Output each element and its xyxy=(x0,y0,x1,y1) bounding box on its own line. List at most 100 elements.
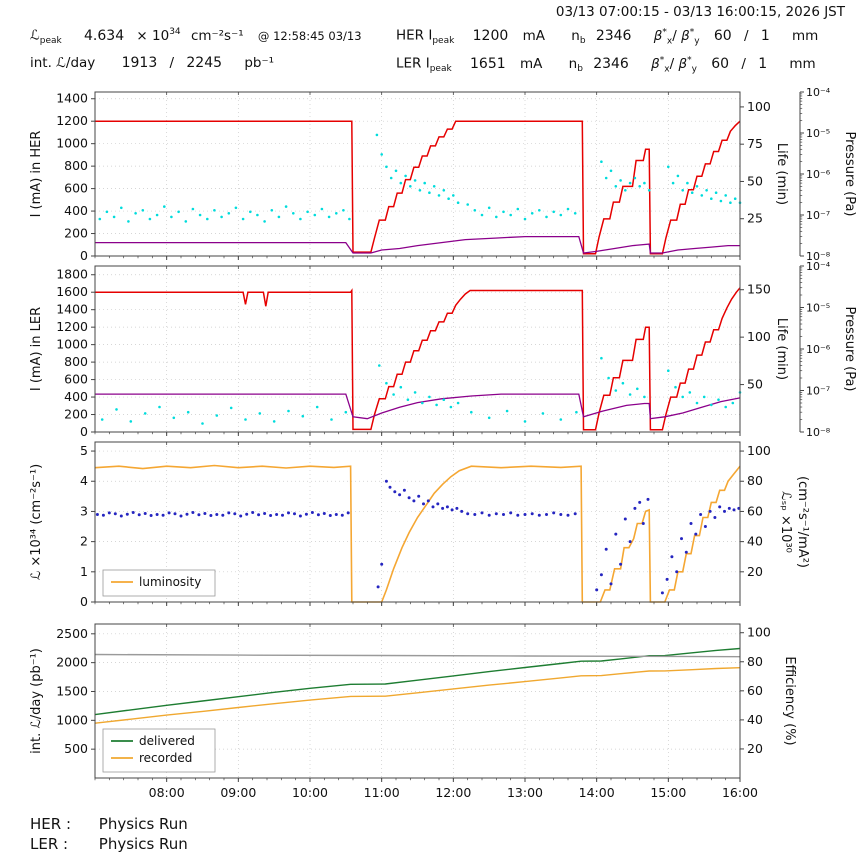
y2-axis-label: ℒₛₚ ×10³⁰ xyxy=(778,491,793,553)
her-beta-unit: mm xyxy=(792,27,819,44)
y2-tick-label: 40 xyxy=(747,712,763,727)
lpeak-timestamp: @ 12:58:45 03/13 xyxy=(257,28,362,43)
series-ler-current xyxy=(95,287,741,431)
intlum-row: int. ℒ/day 1913 / 2245 pb⁻¹ xyxy=(30,55,274,71)
y2-axis-label: Efficiency (%) xyxy=(782,656,797,745)
x-tick-label: 09:00 xyxy=(220,785,256,800)
pressure-tick-label: 10⁻⁸ xyxy=(806,250,831,263)
y2-tick-label: 150 xyxy=(747,282,771,297)
y-tick-label: 1000 xyxy=(56,337,88,352)
x-tick-label: 14:00 xyxy=(579,785,615,800)
y2-tick-label: 100 xyxy=(747,329,771,344)
ler-beta-label: β*x/ β*y xyxy=(651,55,697,75)
ler-run-label: LER : xyxy=(30,835,69,853)
pressure-tick-label: 10⁻⁷ xyxy=(806,209,830,222)
series-her-current xyxy=(95,120,741,255)
legend-label: delivered xyxy=(139,734,195,748)
y2-tick-label: 75 xyxy=(747,136,763,151)
y-tick-label: 0 xyxy=(80,424,88,439)
x-tick-label: 08:00 xyxy=(149,785,185,800)
lpeak-factor: × 10 xyxy=(136,27,170,44)
x-tick-label: 13:00 xyxy=(507,785,543,800)
y-tick-label: 800 xyxy=(64,354,88,369)
lpeak-value: 4.634 xyxy=(84,27,125,44)
y2-tick-label: 100 xyxy=(747,443,771,458)
intlum-total: 2245 xyxy=(186,55,223,71)
y-axis-label: I (mA) in LER xyxy=(29,307,44,391)
pressure-tick-label: 10⁻⁵ xyxy=(806,127,830,140)
her-ipeak-label: HER I xyxy=(396,27,433,44)
y-tick-label: 1000 xyxy=(56,136,88,151)
ler-nb-label: n xyxy=(568,55,578,72)
series-her-pressure xyxy=(98,133,742,223)
lpeak-row: ℒpeak 4.634 × 1034 cm⁻²s⁻¹ @ 12:58:45 03… xyxy=(30,27,362,46)
y-tick-label: 800 xyxy=(64,158,88,173)
legend-label: recorded xyxy=(139,751,192,765)
y-tick-label: 2500 xyxy=(56,626,88,641)
y-axis-label: int. ℒ/day (pb⁻¹) xyxy=(29,648,44,754)
series-luminosity xyxy=(94,464,741,603)
pressure-axis-label: Pressure (Pa) xyxy=(842,306,857,391)
y2-tick-label: 80 xyxy=(747,473,763,488)
series-delivered xyxy=(94,647,741,716)
legend-box xyxy=(102,569,216,597)
y-tick-label: 0 xyxy=(80,594,88,609)
y2-tick-label: 100 xyxy=(747,625,771,640)
y-tick-label: 400 xyxy=(64,389,88,404)
ler-beta-value2: 1 xyxy=(758,55,768,72)
ler-beta-unit: mm xyxy=(789,55,816,72)
pressure-tick-label: 10⁻⁵ xyxy=(806,302,830,315)
pressure-tick-label: 10⁻⁸ xyxy=(806,426,831,439)
y-tick-label: 500 xyxy=(64,741,88,756)
her-run-value: Physics Run xyxy=(98,815,188,833)
y-tick-label: 4 xyxy=(80,473,88,488)
her-beta-slash: / xyxy=(743,27,749,44)
y-axis-label: ℒ ×10³⁴ (cm⁻²s⁻¹) xyxy=(29,464,44,580)
y2-tick-label: 20 xyxy=(747,741,763,756)
x-tick-label: 16:00 xyxy=(722,785,758,800)
lpeak-symbol-sub: peak xyxy=(39,36,62,47)
her-nb-value: 2346 xyxy=(595,27,632,44)
y2-tick-label: 25 xyxy=(747,211,763,226)
y-axis-label: I (mA) in HER xyxy=(29,131,44,218)
pressure-axis-label: Pressure (Pa) xyxy=(842,131,857,216)
ler-nb-value: 2346 xyxy=(593,55,629,72)
intlum-value: 1913 xyxy=(121,55,158,71)
lpeak-factor-exp: 34 xyxy=(169,27,181,37)
y-tick-label: 600 xyxy=(64,181,88,196)
y-tick-label: 1000 xyxy=(56,712,88,727)
pressure-tick-label: 10⁻⁶ xyxy=(806,343,831,356)
y-tick-label: 1 xyxy=(80,564,88,579)
her-summary-row: HER Ipeak 1200 mA nb 2346 β*x/ β*y 60 / … xyxy=(396,27,818,46)
ler-ipeak-unit: mA xyxy=(519,55,543,72)
y2-tick-label: 50 xyxy=(747,377,763,392)
y-tick-label: 1500 xyxy=(56,683,88,698)
y-tick-label: 200 xyxy=(64,407,88,422)
y2-tick-label: 50 xyxy=(747,173,763,188)
x-tick-label: 11:00 xyxy=(364,785,400,800)
ler-run-value: Physics Run xyxy=(98,835,188,853)
intlum-slash: / xyxy=(169,55,175,71)
y-tick-label: 1400 xyxy=(56,302,88,317)
y-tick-label: 1400 xyxy=(56,91,88,106)
series-her-lifetime xyxy=(95,235,740,254)
intlum-unit: pb⁻¹ xyxy=(244,55,275,71)
y-tick-label: 5 xyxy=(80,443,88,458)
y-tick-label: 0 xyxy=(80,248,88,263)
y-tick-label: 2 xyxy=(80,534,88,549)
y-tick-label: 1200 xyxy=(56,113,88,128)
date-range: 03/13 07:00:15 - 03/13 16:00:15, 2026 JS… xyxy=(555,4,845,20)
her-run-status: HER : Physics Run xyxy=(30,815,188,833)
her-ipeak-unit: mA xyxy=(522,27,545,44)
her-beta-value2: 1 xyxy=(760,27,770,44)
her-ipeak-value: 1200 xyxy=(472,27,509,44)
y-tick-label: 1200 xyxy=(56,319,88,334)
y2-tick-label: 40 xyxy=(747,534,763,549)
y-tick-label: 400 xyxy=(64,203,88,218)
ler-beta-slash: / xyxy=(741,55,746,72)
ler-ipeak-sub: peak xyxy=(429,64,452,75)
x-tick-label: 15:00 xyxy=(650,785,686,800)
lpeak-symbol: ℒ xyxy=(30,27,40,44)
